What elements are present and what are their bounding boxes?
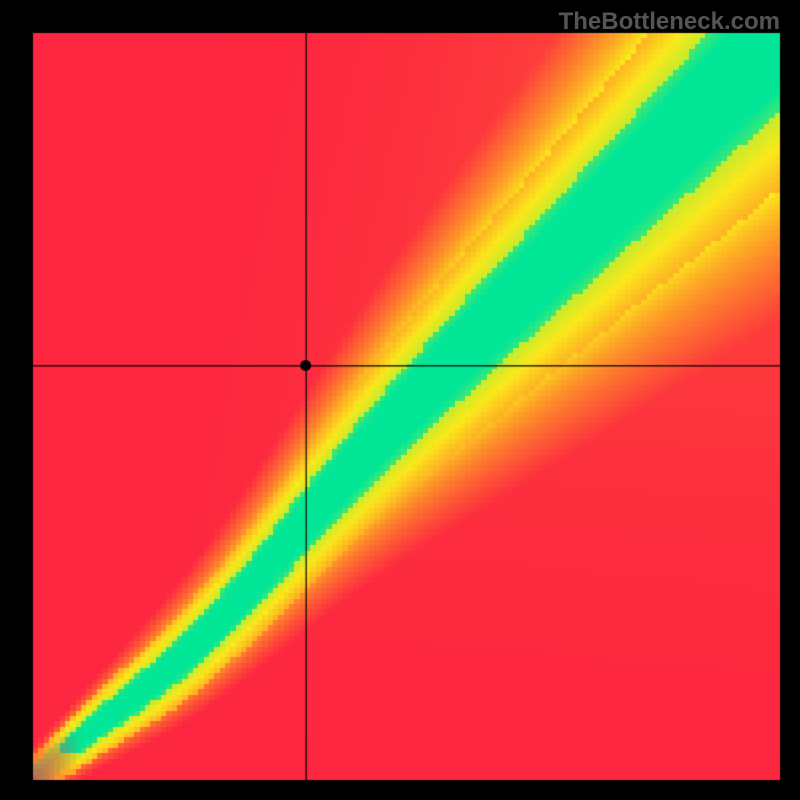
watermark-text: TheBottleneck.com [559,8,780,36]
chart-container: { "canvas": { "width": 800, "height": 80… [0,0,800,800]
crosshair-overlay [0,0,800,800]
